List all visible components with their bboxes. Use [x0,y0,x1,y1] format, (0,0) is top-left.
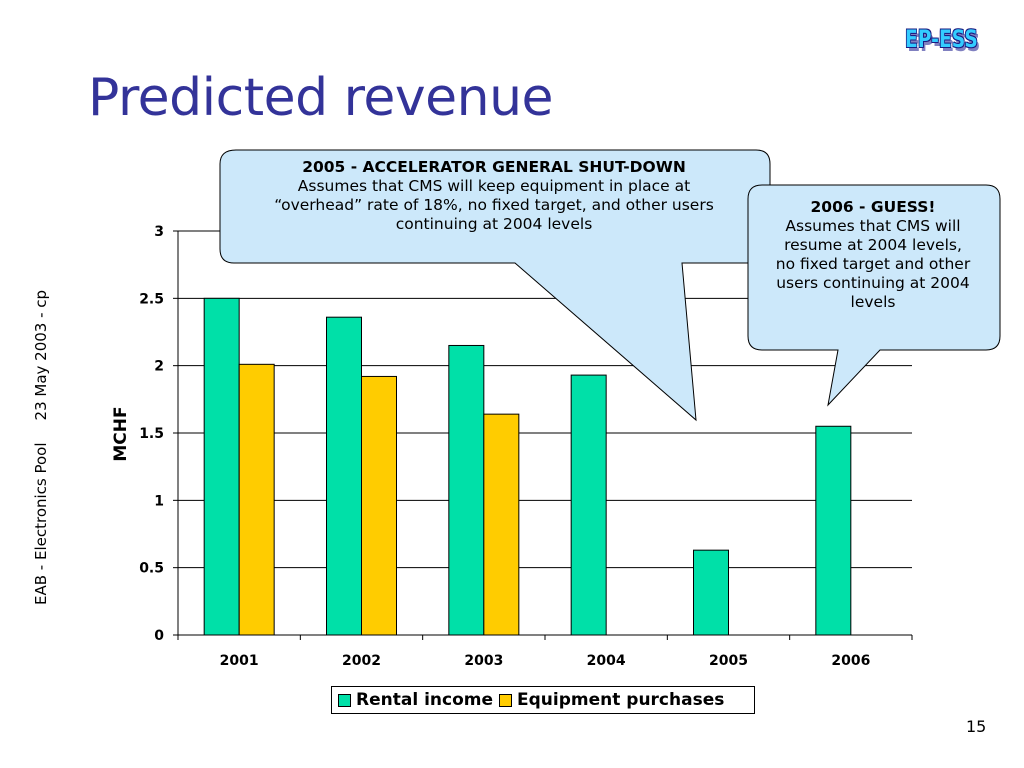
callout-2005-heading: 2005 - ACCELERATOR GENERAL SHUT-DOWN [302,158,686,176]
callout-2005-bubble [219,149,771,422]
legend-item-rental: Rental income [338,690,493,710]
legend-label-equipment: Equipment purchases [517,690,725,710]
callout-2006-line: no fixed target and other [775,255,971,273]
chart-bars [203,297,852,636]
y-tick-label: 0 [154,628,164,644]
callout-2005: 2005 - ACCELERATOR GENERAL SHUT-DOWN Ass… [220,158,768,234]
y-tick-label: 1 [154,493,164,509]
bar-rental-income [448,344,485,636]
bar-equipment-purchases [238,363,275,636]
callout-2005-line: continuing at 2004 levels [395,215,593,233]
x-tick-label: 2005 [709,653,748,669]
legend-item-equipment: Equipment purchases [499,690,724,710]
bar-rental-income [326,316,362,636]
chart-legend: Rental income Equipment purchases [331,686,755,714]
chart-axes [173,230,913,640]
bar-equipment-purchases [483,413,520,636]
callout-2006-heading: 2006 - GUESS! [810,198,936,216]
y-tick-label: 1.5 [139,426,164,442]
page-number: 15 [966,717,987,736]
bar-rental-income [815,425,852,636]
callout-2006-line: levels [850,293,896,311]
callout-2006-bubble [747,184,1001,407]
page-title: Predicted revenue [88,68,554,128]
bar-rental-income [203,297,240,636]
callout-2006: 2006 - GUESS! Assumes that CMS will resu… [746,198,1000,312]
callout-2006-line: Assumes that CMS will [785,217,961,235]
y-tick-label: 2 [154,359,164,375]
legend-label-rental: Rental income [356,690,493,710]
callout-2005-line: “overhead” rate of 18%, no fixed target,… [274,196,714,214]
x-tick-label: 2001 [220,653,259,669]
callout-2005-line: Assumes that CMS will keep equipment in … [297,177,691,195]
x-tick-label: 2002 [342,653,381,669]
y-tick-label: 3 [154,224,164,240]
chart-tick-labels: 0 0.5 1 1.5 2 2.5 3 2001 2002 2003 2004 2005 2006 [139,224,870,669]
callout-2006-line: resume at 2004 levels, [784,236,962,254]
ep-ess-logo: EP-ESS [905,25,978,53]
y-tick-label: 0.5 [139,561,164,577]
legend-swatch-rental [338,693,351,707]
legend-swatch-equipment [499,693,512,707]
x-tick-label: 2004 [587,653,626,669]
x-tick-label: 2006 [831,653,870,669]
callout-2006-line: users continuing at 2004 [776,274,970,292]
bar-rental-income [693,549,729,636]
x-tick-label: 2003 [464,653,503,669]
y-tick-label: 2.5 [139,291,164,307]
y-axis-label: MCHF [111,406,131,461]
bar-rental-income [570,374,607,636]
bar-equipment-purchases [361,375,397,636]
